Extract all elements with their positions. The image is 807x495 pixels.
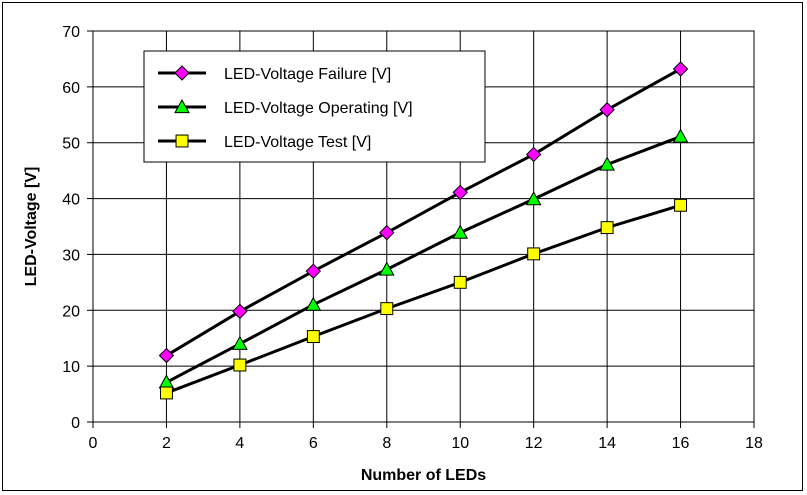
- square-marker: [380, 302, 394, 316]
- triangle-marker: [452, 224, 469, 239]
- y-axis-title: LED-Voltage [V]: [23, 167, 40, 287]
- y-tick-label: 60: [62, 80, 80, 97]
- y-tick-label: 30: [62, 247, 80, 264]
- series-lines: [158, 61, 689, 400]
- diamond-marker: [379, 224, 395, 241]
- square-marker: [233, 358, 247, 372]
- x-axis-title: Number of LEDs: [361, 467, 486, 484]
- y-tick-label: 70: [62, 24, 80, 41]
- triangle-marker: [599, 156, 615, 171]
- diamond-marker: [599, 102, 615, 118]
- diamond-marker: [525, 146, 542, 163]
- diamond-marker: [174, 65, 190, 81]
- diamond-marker: [305, 263, 322, 279]
- square-marker: [306, 330, 320, 343]
- x-tick-label: 4: [235, 435, 244, 452]
- x-tick-label: 2: [162, 435, 171, 452]
- diamond-marker: [232, 303, 248, 320]
- y-tick-label: 10: [62, 359, 80, 376]
- legend-label: LED-Voltage Test [V]: [224, 134, 371, 151]
- square-marker: [175, 134, 189, 148]
- triangle-marker: [672, 128, 689, 143]
- x-tick-label: 10: [451, 435, 469, 452]
- triangle-marker: [305, 296, 322, 311]
- triangle-marker: [174, 98, 190, 114]
- legend-label: LED-Voltage Failure [V]: [224, 66, 391, 83]
- series-line: [165, 135, 682, 384]
- x-tick-label: 0: [89, 435, 98, 452]
- square-marker: [159, 386, 173, 400]
- diamond-marker: [452, 184, 468, 201]
- y-tick-label: 40: [62, 192, 80, 209]
- square-marker: [674, 198, 688, 212]
- series-line: [165, 67, 682, 357]
- axis-ticks: 0 2 4 6 8 10 12 14 16 18 0 10 20 30 40 50 60 70: [62, 24, 763, 452]
- triangle-marker: [525, 191, 542, 206]
- y-tick-label: 0: [71, 415, 80, 432]
- x-tick-label: 8: [382, 435, 391, 452]
- x-tick-label: 6: [309, 435, 318, 452]
- triangle-marker: [232, 335, 248, 350]
- diamond-marker: [672, 61, 689, 77]
- legend-label: LED-Voltage Operating [V]: [224, 100, 413, 117]
- x-tick-label: 16: [672, 435, 690, 452]
- plot-area: [92, 30, 755, 423]
- x-tick-label: 14: [598, 435, 616, 452]
- legend: LED-Voltage Failure [V] LED-Voltage Opera…: [143, 50, 486, 163]
- x-tick-label: 18: [745, 435, 763, 452]
- triangle-marker: [158, 374, 175, 389]
- x-tick-label: 12: [525, 435, 543, 452]
- diamond-marker: [158, 347, 175, 364]
- y-tick-label: 50: [62, 136, 80, 153]
- y-tick-label: 20: [62, 303, 80, 320]
- square-marker: [600, 221, 614, 235]
- series-line: [165, 203, 681, 395]
- square-marker: [527, 247, 541, 261]
- square-marker: [453, 275, 467, 289]
- triangle-marker: [378, 261, 395, 276]
